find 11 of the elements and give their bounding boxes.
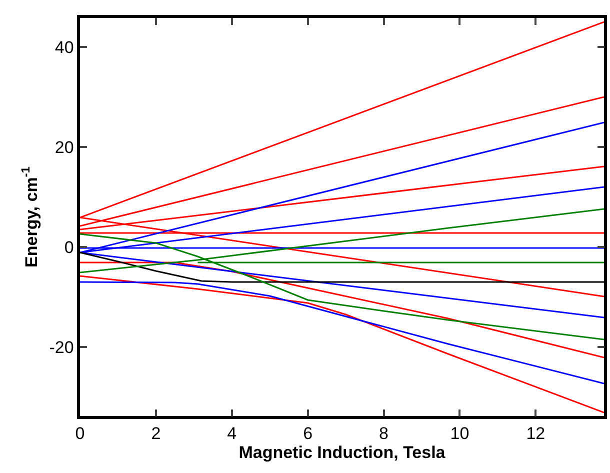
y-tick-label: 20 — [54, 138, 74, 157]
x-axis-title: Magnetic Induction, Tesla — [238, 443, 446, 462]
y-tick-label: 0 — [64, 238, 74, 257]
x-tick-label: 4 — [227, 424, 237, 444]
y-tick-label: -20 — [49, 338, 74, 357]
x-tick-label: 6 — [303, 424, 313, 444]
x-tick-label: 10 — [450, 424, 470, 444]
x-tick-label: 2 — [151, 424, 161, 444]
x-tick-label: 8 — [379, 424, 389, 444]
y-tick-label: 40 — [54, 38, 74, 57]
x-tick-label: 12 — [526, 424, 546, 444]
